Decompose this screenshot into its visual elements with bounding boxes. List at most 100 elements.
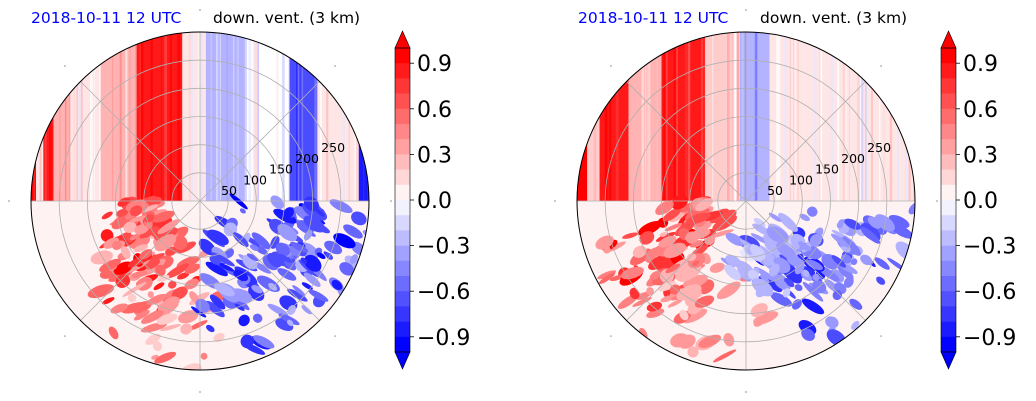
field-blob [747,269,759,281]
field-blob [120,246,131,259]
field-blob [768,212,782,222]
field-blob [649,270,661,281]
field-blob [140,310,164,324]
grid-spoke [626,81,747,202]
theta-tick [880,65,882,67]
field-blob [659,232,668,237]
colorbar-extend-max [940,30,957,49]
field-blob [770,292,793,307]
field-blob [791,299,802,310]
stripe-texture [226,32,228,201]
colorbar-tick-label: −0.3 [963,235,1016,260]
stripe-texture [90,32,93,201]
stripe-texture [342,32,346,201]
field-blob [316,252,326,260]
field-blob [667,299,683,308]
field-blob [173,236,188,251]
field-blob [210,252,235,267]
stripe-texture [848,32,850,201]
field-blob [131,270,148,278]
stripe-texture [341,32,344,201]
field-blob [655,200,674,216]
field-blob [145,333,161,345]
colorbar-level [395,245,410,262]
field-blob [762,256,774,267]
field-blob [252,261,272,274]
field-blob [724,264,741,281]
colorbar-level [395,321,410,338]
stripe-texture [236,32,239,201]
field-blob [270,195,285,209]
stripe-texture [860,32,864,201]
stripe-texture [148,32,149,201]
field-blob [842,236,861,253]
stripe-texture [238,32,240,201]
field-blob [123,221,137,234]
colorbar-level [941,200,956,216]
colorbar-tick-label: 0.9 [963,52,998,77]
colorbar-level [941,63,956,79]
field-blob [351,211,367,226]
field-blob [209,294,226,310]
colorbar-level [395,215,410,231]
stripe-texture [314,32,317,201]
colorbar-level [941,78,956,94]
colorbar-tick-label: 0.9 [417,52,452,77]
stripe-texture [776,32,779,201]
stripe-texture [126,32,128,201]
field-blob [646,287,654,296]
field-blob [171,286,188,300]
grid-spoke [745,200,866,321]
field-blob [240,334,254,349]
stripe-texture [326,32,329,201]
field-blob [713,349,737,363]
stripe-texture [665,32,668,201]
field-blob [876,276,886,285]
stripe-texture [593,32,597,201]
field-blob [283,207,295,219]
stripe-texture [143,32,145,201]
stripe-texture [584,32,586,201]
field-blob [122,282,147,297]
field-blob [115,274,131,289]
colorbar-level [395,154,410,170]
field-blob [206,229,229,246]
field-blob [632,245,647,258]
stripe-6 [136,32,183,201]
stripe-texture [896,32,900,201]
field-blob [658,281,677,292]
field-blob [890,223,914,239]
stripe-texture [605,32,607,201]
stripe-texture [78,32,81,201]
stripe-texture [125,32,128,201]
stripe-texture [257,32,260,201]
field-blob [832,290,843,300]
field-blob [310,204,325,217]
field-blob [188,320,208,331]
colorbar-level [941,124,956,140]
stripe-texture [732,32,734,201]
stripe-texture [248,32,252,201]
stripe-texture [778,32,781,201]
field-blob [851,320,860,330]
field-blob [184,278,199,290]
field-blob [115,208,129,217]
colorbar-level [941,276,956,292]
stripe-texture [673,32,676,201]
field-blob [157,274,170,282]
colorbar-tick-label: −0.9 [417,326,470,351]
stripe-texture [641,32,645,201]
field-blob [800,266,816,276]
colorbar-level [395,108,410,125]
field-blob [801,328,815,341]
theta-tick [334,335,336,337]
stripe-texture [94,32,95,201]
theta-tick [745,9,747,11]
stripe-texture [252,32,255,201]
colorbar-level [395,291,410,307]
colorbar-level [941,260,956,277]
field-blob [129,233,140,241]
stripe-texture [812,32,815,201]
field-blob [639,231,655,245]
field-blob [304,254,322,272]
